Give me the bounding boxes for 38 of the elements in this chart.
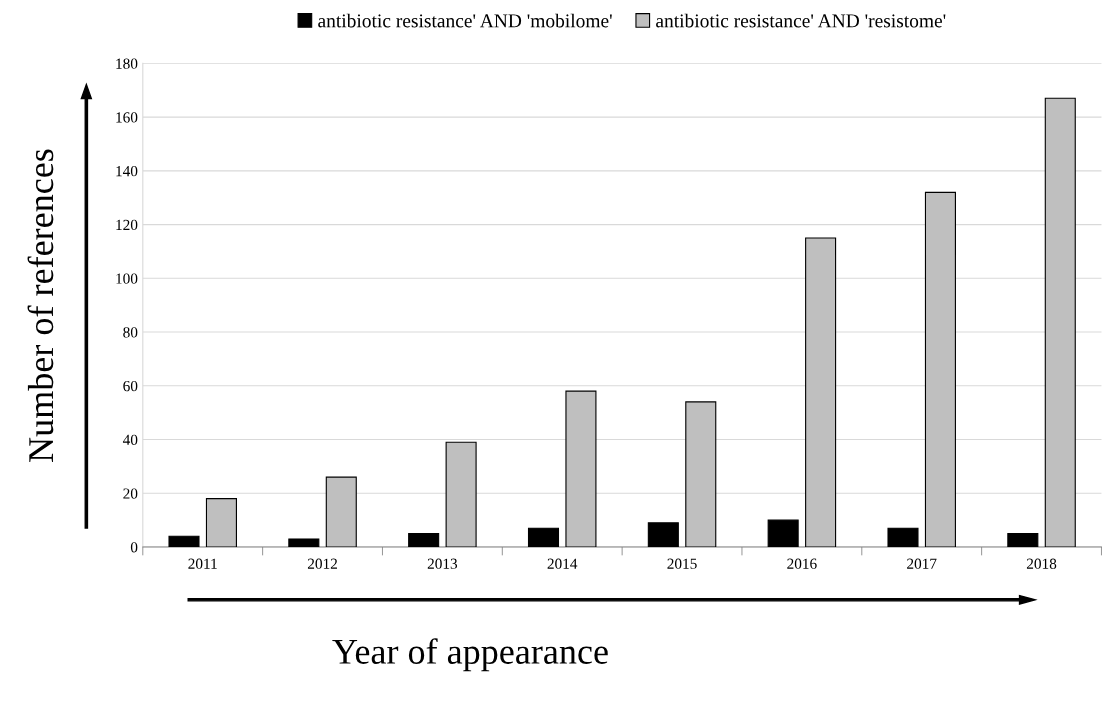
bar	[288, 538, 320, 548]
y-tick-label: 40	[122, 434, 138, 445]
y-tick-label: 0	[130, 542, 138, 553]
bar	[1007, 533, 1039, 548]
bar	[325, 476, 357, 548]
bar	[685, 401, 717, 548]
y-tick-label: 140	[116, 165, 138, 177]
x-tick-label: 2017	[907, 558, 937, 569]
bar	[767, 519, 799, 548]
bar	[805, 237, 837, 548]
bar	[527, 527, 560, 548]
legend-label: antibiotic resistance' AND 'resistome'	[656, 13, 946, 28]
x-tick-label: 2013	[427, 558, 458, 569]
x-tick-label: 2018	[1026, 558, 1057, 569]
bar	[168, 535, 200, 548]
bar	[408, 533, 440, 548]
legend-label: antibiotic resistance' AND 'mobilome'	[318, 13, 612, 28]
bar	[887, 527, 919, 548]
bar	[647, 522, 679, 548]
bar	[205, 498, 237, 548]
bar	[445, 441, 477, 548]
y-tick-label: 100	[116, 273, 138, 284]
x-tick-label: 2014	[547, 558, 578, 569]
x-tick-label: 2016	[787, 558, 817, 569]
y-tick-label: 20	[123, 488, 138, 499]
y-tick-label: 120	[116, 219, 138, 231]
bar	[1044, 97, 1076, 548]
x-tick-label: 2015	[667, 558, 697, 569]
bar	[565, 390, 597, 548]
x-tick-label: 2012	[307, 558, 337, 569]
y-tick-label: 180	[116, 58, 138, 69]
y-tick-label: 80	[123, 327, 138, 338]
y-axis-title: Number of references	[27, 149, 54, 462]
bar	[924, 191, 956, 548]
x-tick-label: 2011	[188, 558, 217, 569]
y-tick-label: 160	[116, 112, 138, 123]
x-axis-title: Year of appearance	[332, 638, 608, 672]
y-tick-label: 60	[123, 380, 138, 392]
